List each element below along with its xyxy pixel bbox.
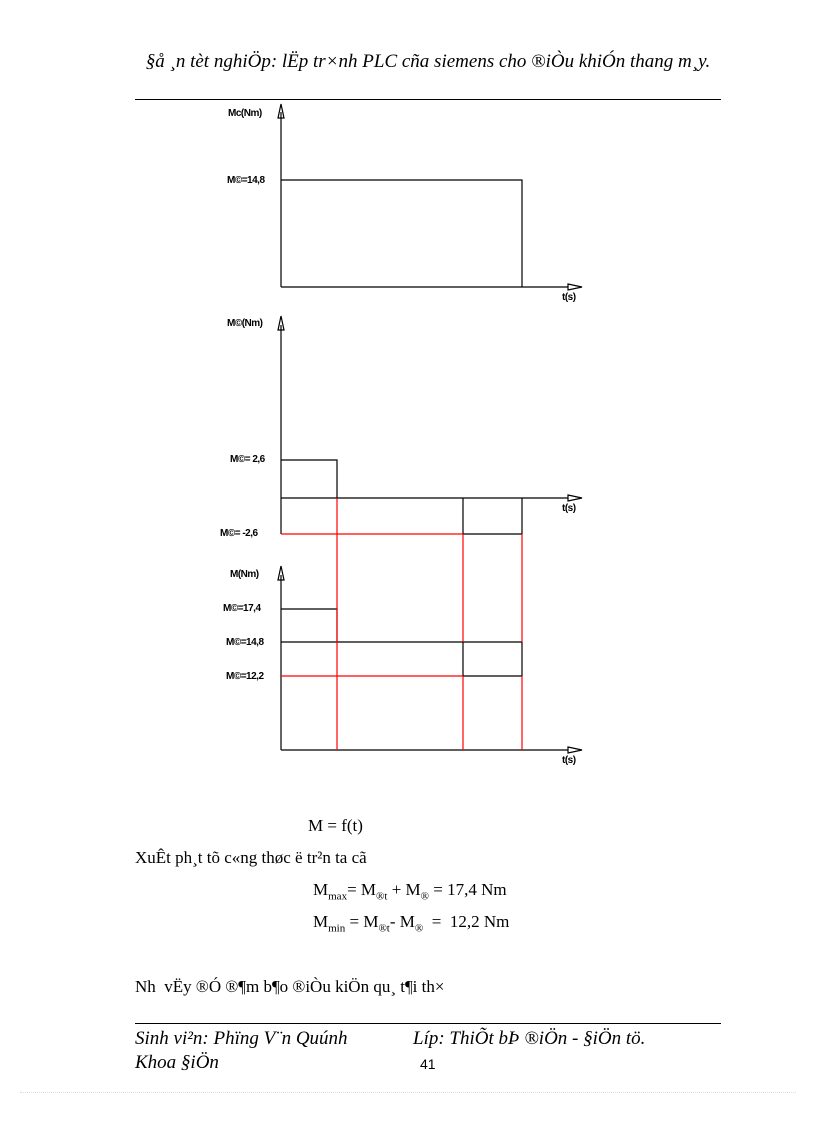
eq-sub: ®t (376, 890, 388, 903)
eq-part: + M (387, 880, 421, 899)
chart3-max-step (281, 608, 338, 642)
eq-sub: ® (420, 890, 430, 903)
chart3-y-arrow (277, 565, 285, 581)
mmax-equation: Mmax= M®t + M® = 17,4 Nm (313, 880, 507, 902)
eq-part: = M (345, 912, 379, 931)
eq-value: = 12,2 Nm (423, 912, 510, 931)
chart3-x-arrow (567, 746, 583, 754)
intro-text: XuÊt ph¸t tõ c«ng thøc ë tr²n ta cã (135, 848, 367, 867)
eq-sub: ® (414, 922, 424, 935)
chart2-y-arrow (277, 315, 285, 331)
eq-sub: max (328, 890, 348, 903)
page-number: 41 (420, 1056, 436, 1072)
header-divider (135, 99, 721, 100)
footer-class: Líp: ThiÕt bÞ ®iÖn - §iÖn tö. (413, 1028, 646, 1049)
chart3-x-label: t(s) (562, 755, 576, 766)
chart1-load-curve (281, 179, 523, 287)
chart2-y-label: M©(Nm) (227, 318, 263, 329)
footer-divider (135, 1023, 721, 1024)
chart1-x-arrow (567, 283, 583, 291)
eq-part: = M (347, 880, 377, 899)
chart1-level-label: M©=14,8 (227, 175, 265, 186)
chart1-y-label: Mc(Nm) (228, 108, 262, 119)
chart2-positive-step (281, 459, 338, 498)
chart2-x-arrow (567, 494, 583, 502)
chart2-neg-label: M©= -2,6 (220, 528, 258, 539)
chart3-y-label: M(Nm) (230, 569, 259, 580)
chart3-mid-label: M©=14,8 (226, 637, 264, 648)
chart1-y-arrow (277, 103, 285, 119)
eq-part: - M (389, 912, 415, 931)
footer-student: Sinh vi²n: Phïng V¨n Quúnh (135, 1028, 348, 1049)
page-bottom-border (20, 1092, 796, 1093)
chart1-x-label: t(s) (562, 292, 576, 303)
eq-symbol: M (313, 880, 329, 899)
conclusion-text: Nh vËy ®Ó ®¶m b¶o ®iÒu kiÖn qu¸ t¶i th× (135, 977, 445, 996)
page-header-title: §å ¸n tèt nghiÖp: lËp tr×nh PLC cña siem… (145, 51, 711, 72)
eq-symbol: M (313, 912, 329, 931)
eq-sub: ®t (378, 922, 390, 935)
chart2-pos-label: M©= 2,6 (230, 454, 265, 465)
footer-faculty: Khoa §iÖn (135, 1052, 219, 1073)
chart3-max-label: M©=17,4 (223, 603, 261, 614)
eq-sub: min (328, 922, 346, 935)
chart2-x-label: t(s) (562, 503, 576, 514)
chart3-min-label: M©=12,2 (226, 671, 264, 682)
eq-value: = 17,4 Nm (429, 880, 507, 899)
formula: M = f(t) (308, 816, 363, 835)
mmin-equation: Mmin = M®t- M® = 12,2 Nm (313, 912, 509, 934)
